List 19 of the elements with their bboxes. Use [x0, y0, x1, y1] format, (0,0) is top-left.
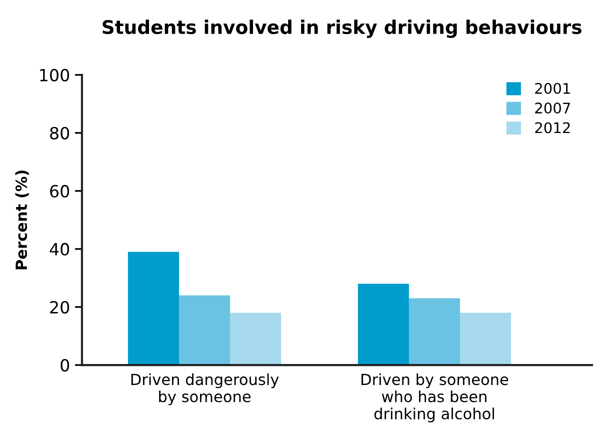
chart-title: Students involved in risky driving behaviours: [102, 20, 582, 38]
x-tick-label: Driven by someone who has been drinking alcohol: [362, 373, 508, 422]
bar: [179, 295, 230, 366]
y-axis-title: Percent (%): [15, 170, 29, 270]
bar: [408, 298, 460, 366]
y-tick-label: 0: [60, 358, 70, 372]
bar: [128, 252, 180, 366]
y-tick-label: 60: [50, 184, 70, 198]
bar: [230, 312, 282, 366]
bar: [460, 312, 512, 366]
y-tick-label: 80: [50, 126, 70, 140]
y-tick-label: 100: [40, 68, 70, 82]
y-tick-label: 20: [50, 300, 70, 314]
legend-label: 2007: [535, 102, 570, 114]
y-tick-label: 40: [50, 242, 70, 256]
bar: [358, 284, 409, 366]
legend-label: 2001: [535, 82, 570, 94]
legend-label: 2012: [535, 122, 570, 134]
x-tick-label: Driven dangerously by someone: [131, 373, 279, 406]
